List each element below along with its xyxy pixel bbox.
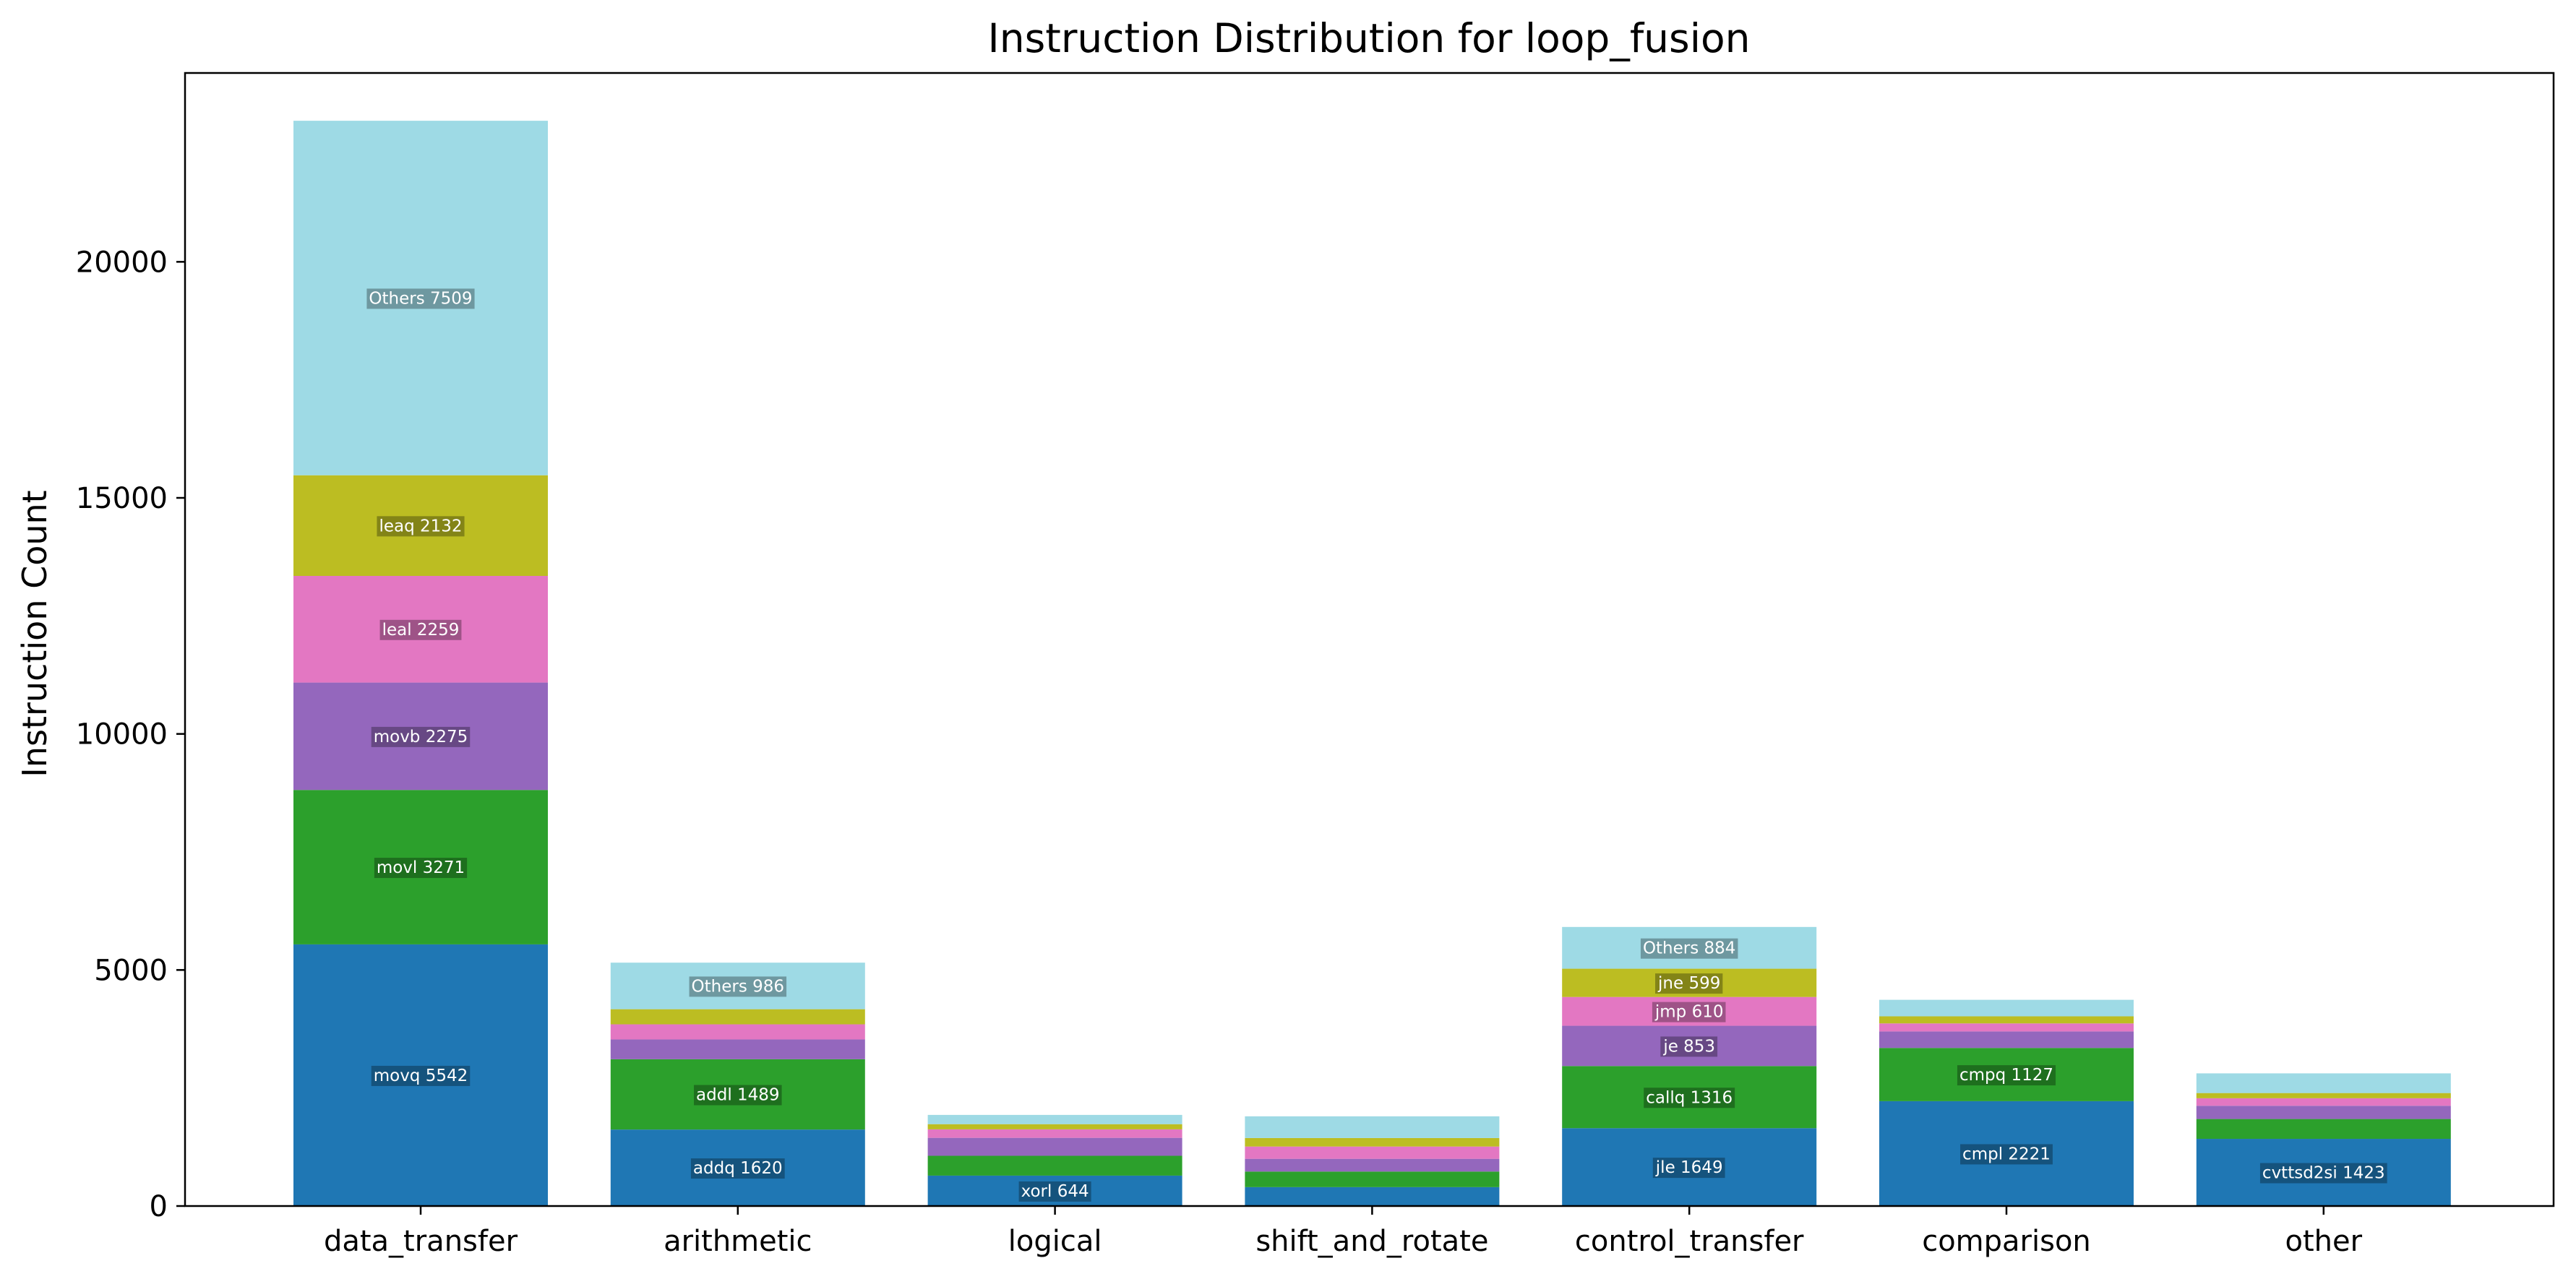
x-tick-label: comparison <box>1922 1225 2091 1258</box>
bar-segment-data_transfer-5 <box>293 121 548 475</box>
bar-segment-comparison-1 <box>1879 1048 2134 1101</box>
bar-segment-shift_and_rotate-1 <box>1245 1171 1500 1187</box>
bar-segment-logical-1 <box>927 1155 1182 1176</box>
segment-label-background <box>1640 938 1738 959</box>
bar-segment-arithmetic-4 <box>610 1009 865 1025</box>
segment-label: movl 3271 <box>377 858 465 877</box>
segment-label: jmp 610 <box>1654 1003 1724 1022</box>
bar-segment-shift_and_rotate-2 <box>1245 1158 1500 1172</box>
bar-segment-other-5 <box>2196 1073 2451 1093</box>
segment-label-background <box>1644 1088 1735 1108</box>
segment-label-background <box>377 516 465 537</box>
x-tick-label: arithmetic <box>664 1225 812 1258</box>
y-axis-title: Instruction Count <box>15 490 54 777</box>
chart-title: Instruction Distribution for loop_fusion <box>988 15 1751 61</box>
bar-segment-shift_and_rotate-4 <box>1245 1137 1500 1147</box>
x-tick-label: shift_and_rotate <box>1255 1225 1488 1258</box>
bar-segment-arithmetic-2 <box>610 1039 865 1059</box>
segment-label: movb 2275 <box>374 728 468 746</box>
y-tick-label: 10000 <box>76 718 168 752</box>
segment-label: Others 986 <box>692 977 785 996</box>
segment-label: leaq 2132 <box>379 517 462 535</box>
bar-segment-comparison-5 <box>1879 999 2134 1017</box>
bar-segment-arithmetic-3 <box>610 1024 865 1040</box>
segment-label: leal 2259 <box>382 621 460 640</box>
x-tick-label: logical <box>1008 1225 1102 1258</box>
segment-label: movq 5542 <box>374 1067 468 1085</box>
bar-segment-control_transfer-2 <box>1562 1025 1817 1067</box>
y-tick-label: 15000 <box>76 482 168 515</box>
y-tick-label: 20000 <box>76 246 168 279</box>
bar-segment-comparison-0 <box>1879 1101 2134 1206</box>
bar-segment-data_transfer-3 <box>293 575 548 683</box>
bar-segment-shift_and_rotate-0 <box>1245 1187 1500 1206</box>
bar-segment-data_transfer-2 <box>293 682 548 791</box>
bar-segment-other-2 <box>2196 1106 2451 1119</box>
segment-label-background <box>1652 1158 1725 1179</box>
segment-label-background <box>1660 1036 1718 1057</box>
segment-label: addl 1489 <box>696 1086 780 1105</box>
segment-label-background <box>371 726 471 747</box>
segment-label: jne 599 <box>1657 974 1720 993</box>
bar-segment-comparison-4 <box>1879 1016 2134 1024</box>
bars-layer <box>293 121 2451 1206</box>
bar-segment-other-4 <box>2196 1093 2451 1098</box>
x-tick-label: control_transfer <box>1575 1225 1804 1258</box>
segment-label-background <box>1018 1181 1091 1202</box>
bar-segment-arithmetic-1 <box>610 1059 865 1130</box>
segment-label-background <box>379 619 462 640</box>
bar-segment-data_transfer-4 <box>293 475 548 576</box>
bar-segment-control_transfer-5 <box>1562 926 1817 969</box>
segment-label: Others 884 <box>1643 939 1736 958</box>
bar-segment-shift_and_rotate-3 <box>1245 1146 1500 1159</box>
segment-label: cmpl 2221 <box>1962 1145 2051 1163</box>
bar-segment-data_transfer-1 <box>293 790 548 944</box>
segment-label: addq 1620 <box>693 1159 783 1178</box>
segment-label-background <box>374 858 468 879</box>
segment-label-background <box>2259 1163 2387 1184</box>
segment-label-background <box>1957 1065 2056 1086</box>
bar-segment-arithmetic-5 <box>610 963 865 1009</box>
x-tick-label: data_transfer <box>324 1225 518 1258</box>
x-tick-label: other <box>2285 1225 2363 1258</box>
bar-segment-logical-0 <box>927 1175 1182 1206</box>
segment-label: xorl 644 <box>1021 1182 1089 1201</box>
segment-label-background <box>690 1158 785 1179</box>
bar-segment-logical-4 <box>927 1124 1182 1129</box>
segment-label-background <box>689 976 787 997</box>
bar-segment-comparison-3 <box>1879 1023 2134 1032</box>
axes-layer: data_transfer arithmetic logical shift_and_… <box>76 246 2363 1258</box>
segment-labels-layer: movq 5542 movl 3271 movb 2275 leal 2259 leaq… <box>366 288 2387 1202</box>
segment-label-background <box>1655 973 1723 994</box>
y-tick-label: 5000 <box>94 954 168 987</box>
bar-segment-arithmetic-0 <box>610 1129 865 1206</box>
bar-segment-data_transfer-0 <box>293 944 548 1206</box>
bar-segment-control_transfer-4 <box>1562 968 1817 997</box>
segment-label: callq 1316 <box>1646 1088 1733 1107</box>
segment-label-background <box>371 1065 471 1086</box>
bar-segment-other-1 <box>2196 1119 2451 1140</box>
segment-label-background <box>694 1085 782 1106</box>
bar-segment-other-3 <box>2196 1098 2451 1106</box>
bar-segment-logical-5 <box>927 1114 1182 1124</box>
bar-segment-comparison-2 <box>1879 1031 2134 1048</box>
segment-label: je 853 <box>1662 1037 1715 1056</box>
bar-segment-logical-3 <box>927 1129 1182 1138</box>
segment-label: Others 7509 <box>369 289 472 308</box>
plot-frame <box>184 72 2555 1207</box>
y-tick-label: 0 <box>150 1190 168 1223</box>
bar-segment-control_transfer-3 <box>1562 996 1817 1026</box>
bar-segment-logical-2 <box>927 1137 1182 1156</box>
bar-segment-control_transfer-0 <box>1562 1128 1817 1206</box>
segment-label: cmpq 1127 <box>1959 1066 2053 1085</box>
segment-label: cvttsd2si 1423 <box>2262 1164 2385 1183</box>
segment-label-background <box>1652 1002 1726 1022</box>
segment-label-background <box>1960 1144 2053 1165</box>
bar-segment-other-0 <box>2196 1139 2451 1206</box>
bar-segment-shift_and_rotate-5 <box>1245 1116 1500 1138</box>
segment-label-background <box>366 288 475 309</box>
bar-segment-control_transfer-1 <box>1562 1066 1817 1129</box>
segment-label: jle 1649 <box>1655 1158 1723 1177</box>
